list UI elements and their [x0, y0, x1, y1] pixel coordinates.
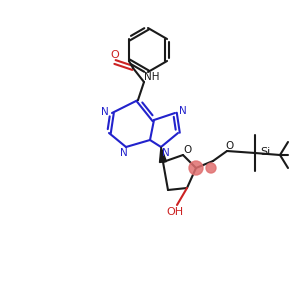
Text: N: N — [120, 148, 128, 158]
Text: NH: NH — [144, 72, 160, 82]
Text: N: N — [101, 107, 109, 117]
Text: N: N — [162, 148, 170, 158]
Polygon shape — [160, 147, 167, 163]
Text: O: O — [226, 141, 234, 151]
Text: Si: Si — [260, 147, 270, 157]
Text: O: O — [111, 50, 119, 60]
Text: O: O — [183, 145, 191, 155]
Circle shape — [206, 163, 216, 173]
Circle shape — [189, 161, 203, 175]
Text: OH: OH — [167, 207, 184, 217]
Text: N: N — [179, 106, 187, 116]
